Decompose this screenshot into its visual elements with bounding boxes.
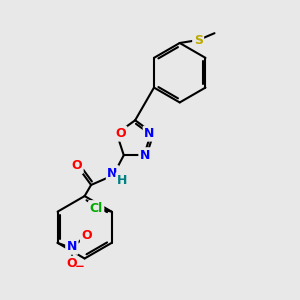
Text: N: N: [107, 167, 118, 180]
Text: Cl: Cl: [90, 202, 103, 214]
Text: O: O: [71, 159, 82, 172]
Text: N: N: [144, 127, 154, 140]
Text: S: S: [194, 34, 203, 47]
Text: N: N: [140, 149, 150, 162]
Text: H: H: [117, 174, 127, 187]
Text: O: O: [67, 257, 77, 270]
Text: O: O: [115, 127, 126, 140]
Text: O: O: [81, 229, 92, 242]
Text: N: N: [67, 240, 77, 253]
Text: −: −: [75, 260, 85, 273]
